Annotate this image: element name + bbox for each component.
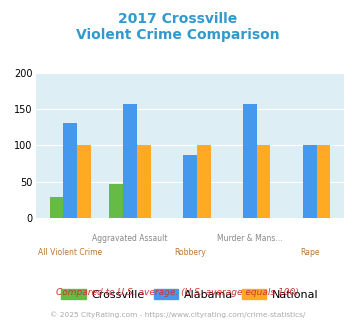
Text: Violent Crime Comparison: Violent Crime Comparison [76, 28, 279, 42]
Text: All Violent Crime: All Violent Crime [38, 248, 102, 257]
Text: 2017 Crossville: 2017 Crossville [118, 12, 237, 25]
Legend: Crossville, Alabama, National: Crossville, Alabama, National [57, 284, 323, 304]
Text: Aggravated Assault: Aggravated Assault [92, 235, 168, 244]
Bar [183, 155, 197, 218]
Text: Murder & Mans...: Murder & Mans... [217, 235, 283, 244]
Bar [257, 145, 271, 218]
Bar [109, 184, 123, 218]
Bar [123, 104, 137, 218]
Bar [317, 145, 330, 218]
Bar [63, 123, 77, 218]
Bar [243, 104, 257, 218]
Text: © 2025 CityRating.com - https://www.cityrating.com/crime-statistics/: © 2025 CityRating.com - https://www.city… [50, 312, 305, 318]
Bar [197, 145, 211, 218]
Text: Robbery: Robbery [174, 248, 206, 257]
Bar [303, 145, 317, 218]
Bar [77, 145, 91, 218]
Text: Compared to U.S. average. (U.S. average equals 100): Compared to U.S. average. (U.S. average … [56, 287, 299, 297]
Text: Rape: Rape [300, 248, 320, 257]
Bar [50, 197, 63, 218]
Bar [137, 145, 151, 218]
